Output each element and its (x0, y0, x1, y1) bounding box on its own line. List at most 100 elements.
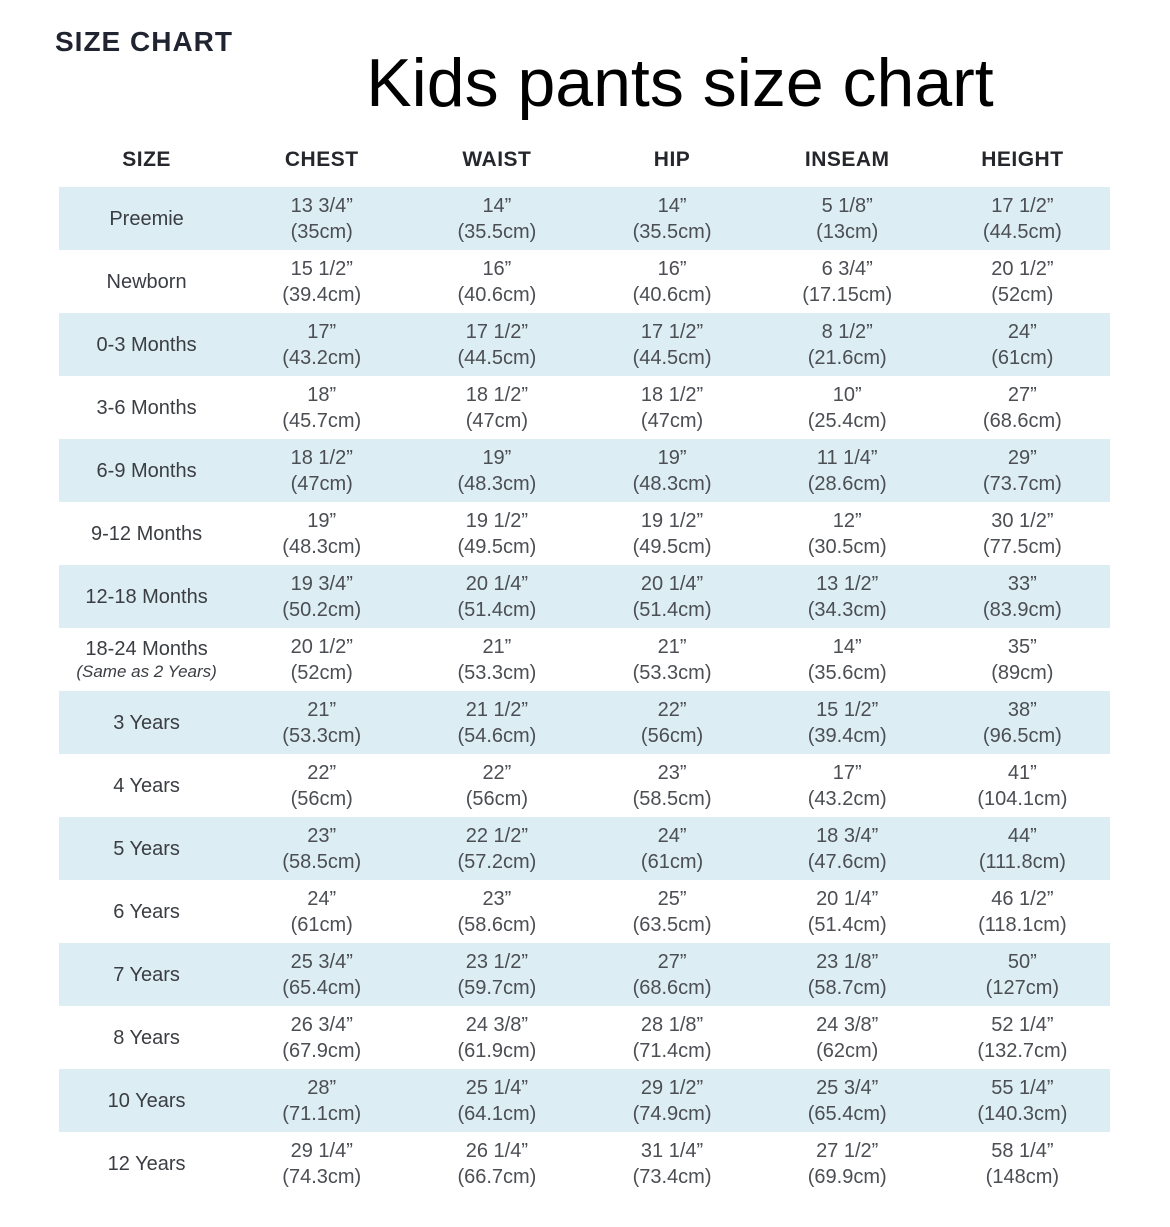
waist-cell: 21 1/2” (54.6cm) (409, 697, 584, 749)
waist-cm: (51.4cm) (457, 598, 537, 621)
height-cm: (61cm) (991, 346, 1054, 369)
inseam-cm: (25.4cm) (807, 409, 887, 432)
size-cell: 4 Years (59, 774, 234, 798)
waist-inches: 14” (482, 194, 512, 217)
waist-cell: 22 1/2” (57.2cm) (409, 823, 584, 875)
height-inches: 30 1/2” (991, 509, 1054, 532)
size-label: 3 Years (113, 711, 180, 734)
size-cell: 6-9 Months (59, 459, 234, 483)
inseam-inches: 10” (832, 383, 862, 406)
chest-inches: 20 1/2” (290, 635, 353, 658)
height-cm: (118.1cm) (978, 913, 1067, 936)
waist-inches: 21” (482, 635, 512, 658)
height-cm: (140.3cm) (977, 1102, 1068, 1125)
hip-cm: (44.5cm) (632, 346, 712, 369)
height-cell: 46 1/2” (118.1cm) (935, 886, 1110, 938)
size-cell: 9-12 Months (59, 522, 234, 546)
inseam-cm: (21.6cm) (807, 346, 887, 369)
height-cell: 58 1/4” (148cm) (935, 1138, 1110, 1190)
waist-inches: 24 3/8” (465, 1013, 529, 1036)
size-cell: 3-6 Months (59, 396, 234, 420)
height-cell: 24” (61cm) (935, 319, 1110, 371)
height-cell: 41” (104.1cm) (935, 760, 1110, 812)
hip-cell: 31 1/4” (73.4cm) (584, 1138, 759, 1190)
inseam-cell: 6 3/4” (17.15cm) (760, 256, 935, 308)
size-cell: 10 Years (59, 1089, 234, 1113)
kids-pants-size-table: SIZE CHEST WAIST HIP INSEAM HEIGHT Preem… (59, 132, 1110, 1195)
chest-cm: (71.1cm) (282, 1102, 362, 1125)
hip-cell: 16” (40.6cm) (584, 256, 759, 308)
size-label: Preemie (109, 207, 184, 230)
chest-inches: 21” (307, 698, 337, 721)
height-cell: 20 1/2” (52cm) (935, 256, 1110, 308)
chest-cell: 19 3/4” (50.2cm) (234, 571, 409, 623)
size-label: 8 Years (113, 1026, 180, 1049)
height-cm: (89cm) (991, 661, 1054, 684)
column-header-inseam: INSEAM (804, 147, 890, 171)
size-label: 3-6 Months (96, 396, 197, 419)
size-cell: 6 Years (59, 900, 234, 924)
waist-inches: 20 1/4” (465, 572, 529, 595)
waist-cell: 23 1/2” (59.7cm) (409, 949, 584, 1001)
inseam-cm: (51.4cm) (807, 913, 887, 936)
size-label: 12 Years (107, 1152, 186, 1175)
inseam-cell: 14” (35.6cm) (760, 634, 935, 686)
inseam-cell: 10” (25.4cm) (760, 382, 935, 434)
hip-cell: 23” (58.5cm) (584, 760, 759, 812)
hip-cm: (58.5cm) (632, 787, 712, 810)
height-cell: 30 1/2” (77.5cm) (935, 508, 1110, 560)
waist-cm: (64.1cm) (457, 1102, 537, 1125)
chest-cell: 20 1/2” (52cm) (234, 634, 409, 686)
inseam-cell: 23 1/8” (58.7cm) (760, 949, 935, 1001)
hip-inches: 21” (657, 635, 687, 658)
inseam-cm: (34.3cm) (807, 598, 887, 621)
waist-inches: 22 1/2” (465, 824, 529, 847)
size-cell: 18-24 Months (Same as 2 Years) (59, 637, 234, 682)
chest-cell: 26 3/4” (67.9cm) (234, 1012, 409, 1064)
inseam-cm: (39.4cm) (807, 724, 887, 747)
column-header-size: SIZE (122, 147, 171, 171)
chest-cell: 18 1/2” (47cm) (234, 445, 409, 497)
size-label: 9-12 Months (90, 522, 203, 545)
size-chart-heading: SIZE CHART (55, 26, 233, 57)
table-row: 3-6 Months 18” (45.7cm) 18 1/2” (47cm) 1… (59, 376, 1110, 439)
chest-cm: (65.4cm) (282, 976, 362, 999)
height-cell: 52 1/4” (132.7cm) (935, 1012, 1110, 1064)
chest-cell: 19” (48.3cm) (234, 508, 409, 560)
size-label: 6 Years (113, 900, 180, 923)
height-inches: 24” (1007, 320, 1037, 343)
table-row: 7 Years 25 3/4” (65.4cm) 23 1/2” (59.7cm… (59, 943, 1110, 1006)
hip-inches: 22” (657, 698, 687, 721)
inseam-inches: 13 1/2” (816, 572, 879, 595)
waist-inches: 22” (482, 761, 512, 784)
waist-cell: 21” (53.3cm) (409, 634, 584, 686)
hip-inches: 28 1/8” (640, 1013, 704, 1036)
waist-inches: 16” (482, 257, 512, 280)
chest-inches: 26 3/4” (290, 1013, 353, 1036)
inseam-inches: 12” (832, 509, 862, 532)
hip-inches: 27” (657, 950, 687, 973)
hip-cell: 28 1/8” (71.4cm) (584, 1012, 759, 1064)
inseam-cell: 5 1/8” (13cm) (760, 193, 935, 245)
table-row: 12-18 Months 19 3/4” (50.2cm) 20 1/4” (5… (59, 565, 1110, 628)
height-inches: 29” (1007, 446, 1037, 469)
table-row: 8 Years 26 3/4” (67.9cm) 24 3/8” (61.9cm… (59, 1006, 1110, 1069)
hip-cell: 29 1/2” (74.9cm) (584, 1075, 759, 1127)
waist-cm: (44.5cm) (457, 346, 537, 369)
waist-cell: 20 1/4” (51.4cm) (409, 571, 584, 623)
size-label: 18-24 Months (85, 638, 208, 660)
column-header-waist: WAIST (462, 147, 532, 171)
inseam-cell: 15 1/2” (39.4cm) (760, 697, 935, 749)
inseam-inches: 20 1/4” (816, 887, 879, 910)
hip-cell: 18 1/2” (47cm) (584, 382, 759, 434)
inseam-cell: 17” (43.2cm) (760, 760, 935, 812)
column-header-hip: HIP (653, 147, 691, 171)
chest-cm: (50.2cm) (282, 598, 362, 621)
height-cell: 29” (73.7cm) (935, 445, 1110, 497)
hip-cm: (48.3cm) (632, 472, 712, 495)
height-inches: 58 1/4” (991, 1139, 1054, 1162)
inseam-cell: 11 1/4” (28.6cm) (760, 445, 935, 497)
height-cm: (104.1cm) (977, 787, 1068, 810)
waist-cm: (49.5cm) (457, 535, 537, 558)
hip-cm: (53.3cm) (632, 661, 712, 684)
